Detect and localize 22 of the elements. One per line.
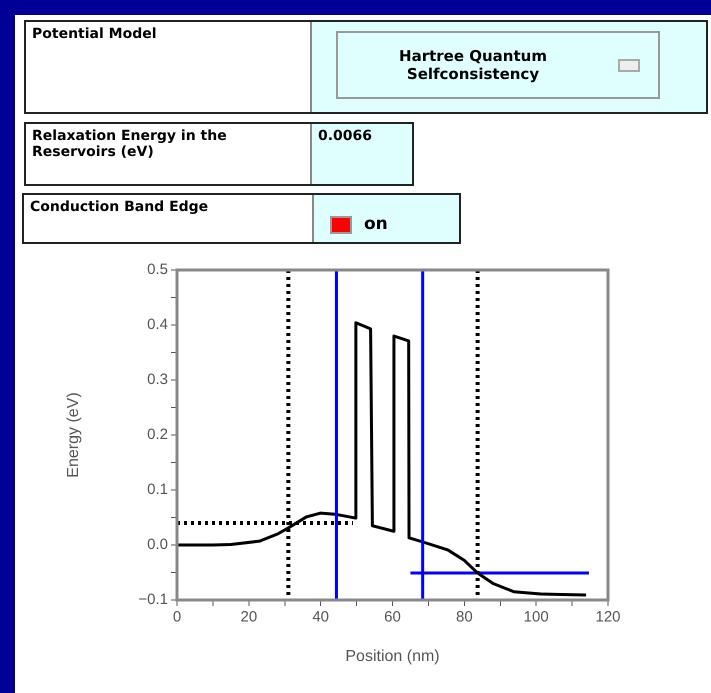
y-tick-label: 0.3 — [147, 371, 168, 388]
x-tick-label: 60 — [384, 608, 401, 626]
text: 0.0066 — [312, 124, 412, 184]
y-tick-label: 0.1 — [147, 481, 168, 498]
x-tick-label: 0 — [172, 608, 182, 626]
y-tick-label: −0.1 — [138, 591, 168, 608]
y-tick-label: 0.0 — [147, 536, 168, 554]
y-tick-label: 0.2 — [147, 426, 168, 444]
text: Hartree Quantum Selfconsistency — [398, 47, 548, 83]
y-tick-label: 0.5 — [147, 261, 168, 278]
x-tick-label: 20 — [240, 608, 258, 626]
y-axis-title: Energy (eV) — [65, 392, 82, 478]
text: Potential Model — [26, 22, 312, 112]
text: Relaxation Energy in the Reservoirs (eV) — [32, 128, 228, 160]
x-tick-label: 80 — [456, 608, 473, 626]
x-tick-label: 120 — [595, 608, 621, 626]
x-tick-label: 100 — [524, 608, 549, 626]
x-axis-title: Position (nm) — [345, 648, 440, 665]
text: Conduction Band Edge — [24, 195, 314, 242]
x-tick-label: 40 — [312, 608, 330, 626]
y-tick-label: 0.4 — [147, 316, 168, 334]
text: on — [364, 214, 388, 234]
